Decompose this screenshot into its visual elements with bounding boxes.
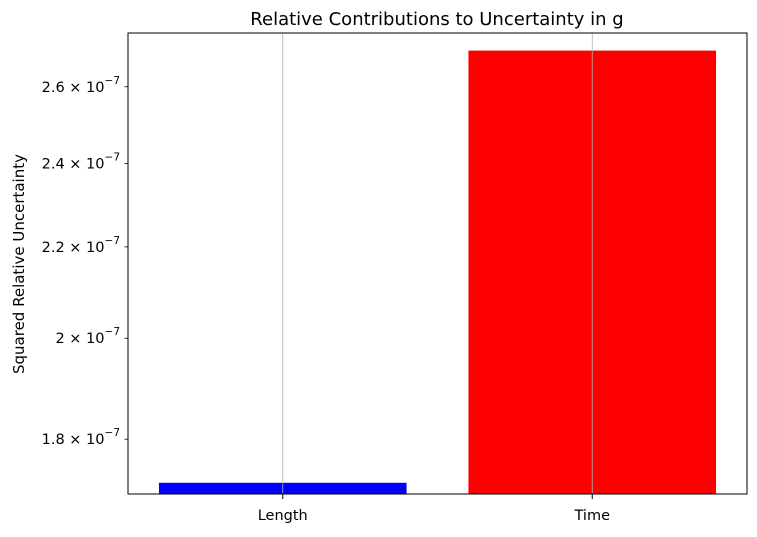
- y-tick-label-2: 2.2 × 10−7: [42, 235, 120, 256]
- y-tick-label-4: 2.6 × 10−7: [42, 75, 120, 96]
- y-tick-label-1: 2 × 10−7: [55, 326, 120, 347]
- chart-title: Relative Contributions to Uncertainty in…: [250, 9, 623, 30]
- y-tick-label-0: 1.8 × 10−7: [42, 427, 120, 448]
- y-axis-label: Squared Relative Uncertainty: [10, 154, 28, 374]
- y-tick-label-3: 2.4 × 10−7: [42, 151, 120, 172]
- x-tick-label-length: Length: [258, 508, 308, 524]
- plot-area: Length Time 1.8 × 10−7 2 × 10−7 2.2 × 10−7 2.…: [42, 32, 748, 524]
- x-tick-label-time: Time: [574, 508, 611, 524]
- plot-frame: [127, 32, 748, 495]
